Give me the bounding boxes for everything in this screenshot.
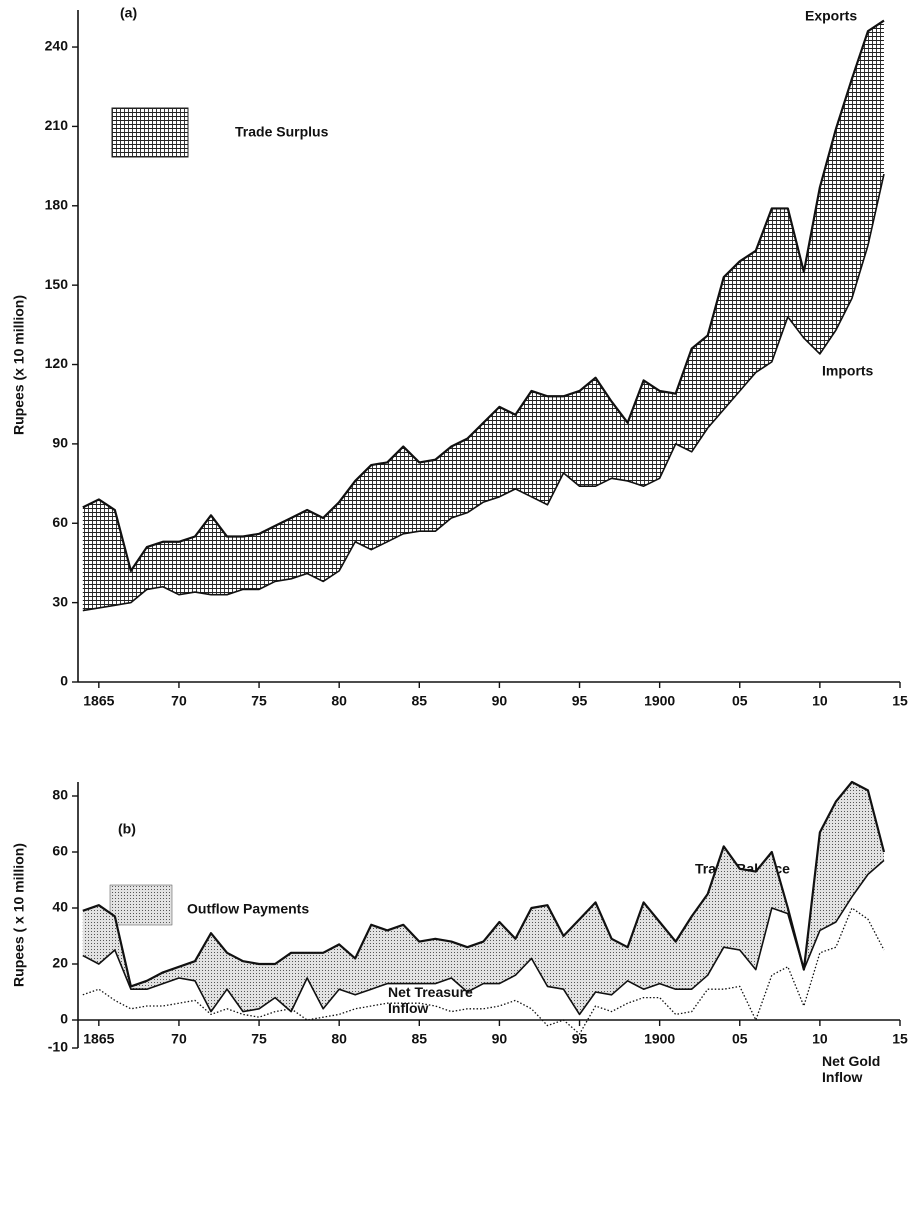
y-tick-label: 20 <box>52 955 68 971</box>
series-annotation: Net Gold Inflow <box>822 1053 881 1085</box>
panel-label: (a) <box>120 5 137 21</box>
y-tick-label: -10 <box>48 1039 68 1055</box>
chart-b: (b) Rupees ( x 10 million) Outflow Payme… <box>11 780 908 1055</box>
x-tick-label: 1900 <box>644 1031 675 1047</box>
x-tick-label: 10 <box>812 1031 828 1047</box>
legend-label: Trade Surplus <box>235 124 329 140</box>
y-tick-label: 60 <box>52 843 68 859</box>
y-tick-label: 30 <box>52 593 68 609</box>
y-tick-label: 0 <box>60 673 68 689</box>
x-tick-label: 90 <box>492 693 508 709</box>
x-tick-label: 85 <box>412 693 428 709</box>
y-axis-title: Rupees ( x 10 million) <box>11 843 27 987</box>
y-tick-label: 40 <box>52 899 68 915</box>
legend-swatch <box>111 107 189 158</box>
x-tick-label: 15 <box>892 1031 908 1047</box>
x-tick-label: 95 <box>572 1031 588 1047</box>
x-tick-label: 1900 <box>644 693 675 709</box>
y-tick-label: 210 <box>45 117 69 133</box>
series-annotation: Exports <box>805 8 857 24</box>
x-tick-label: 70 <box>171 1031 187 1047</box>
y-axis-title: Rupees (x 10 million) <box>11 295 27 435</box>
y-tick-label: 150 <box>45 276 69 292</box>
y-tick-label: 180 <box>45 196 69 212</box>
x-tick-label: 05 <box>732 693 748 709</box>
band-fill <box>82 20 884 611</box>
x-tick-label: 75 <box>251 693 267 709</box>
series-line <box>82 173 885 612</box>
chart-a: (a) Rupees (x 10 million) Trade Surplus … <box>11 5 908 709</box>
series-line <box>82 19 885 572</box>
series-line <box>82 907 885 1035</box>
x-tick-label: 95 <box>572 693 588 709</box>
x-tick-label: 15 <box>892 693 908 709</box>
x-tick-label: 85 <box>412 1031 428 1047</box>
x-tick-label: 1865 <box>83 693 114 709</box>
series-annotation: Net Treasure Inflow <box>388 984 473 1016</box>
x-tick-label: 10 <box>812 693 828 709</box>
series-line <box>82 780 886 988</box>
panel-label: (b) <box>118 821 136 837</box>
y-tick-label: 80 <box>52 787 68 803</box>
x-tick-label: 1865 <box>83 1031 114 1047</box>
x-tick-label: 80 <box>331 1031 347 1047</box>
y-tick-label: 90 <box>52 435 68 451</box>
y-tick-label: 120 <box>45 355 69 371</box>
legend-swatch <box>109 884 173 926</box>
y-tick-label: 240 <box>45 38 69 54</box>
x-tick-label: 90 <box>492 1031 508 1047</box>
series-annotation: Imports <box>822 363 874 379</box>
x-tick-label: 05 <box>732 1031 748 1047</box>
x-tick-label: 80 <box>331 693 347 709</box>
x-tick-label: 75 <box>251 1031 267 1047</box>
series-line <box>82 859 885 1016</box>
legend-label: Outflow Payments <box>187 901 309 917</box>
band-fill <box>82 782 884 1015</box>
y-tick-label: 0 <box>60 1011 68 1027</box>
x-tick-label: 70 <box>171 693 187 709</box>
y-tick-label: 60 <box>52 514 68 530</box>
